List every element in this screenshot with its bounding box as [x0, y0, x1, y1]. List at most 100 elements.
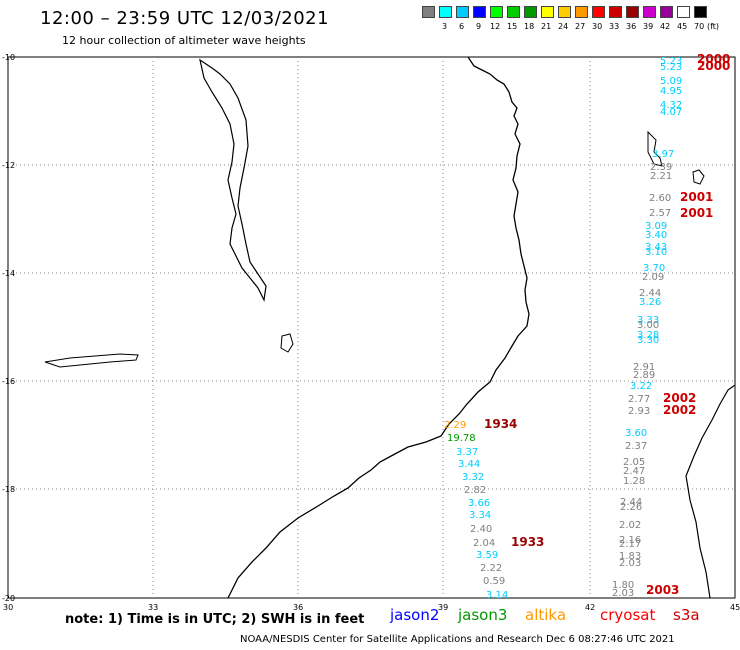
- observation-time-label: 1934: [484, 417, 517, 431]
- wave-height-label: 2.04: [473, 538, 495, 549]
- longitude-label: 30: [3, 603, 13, 612]
- wave-height-label: 3.14: [486, 590, 508, 601]
- wave-height-label: 2.39: [650, 162, 672, 173]
- legend-tick-label: 21: [541, 22, 552, 31]
- legend-tick-label: 70: [694, 22, 705, 31]
- observation-time-label: 2002: [663, 391, 696, 405]
- wave-height-label: 3.22: [630, 381, 652, 392]
- observation-time-label: 1933: [511, 535, 544, 549]
- legend-swatch: [507, 6, 520, 18]
- wave-height-label: 2.93: [628, 406, 650, 417]
- legend-tick-label: 15: [507, 22, 518, 31]
- wave-height-label: 3.30: [637, 335, 659, 346]
- observation-time-label: 2000: [697, 52, 730, 66]
- legend-tick-label: 30: [592, 22, 603, 31]
- wave-height-label: 3.28: [637, 330, 659, 341]
- madagascar-coastline: [685, 384, 736, 599]
- wave-height-label: 2.09: [642, 272, 664, 283]
- observation-time-label: 2001: [680, 190, 713, 204]
- wave-height-label: 2.22: [480, 563, 502, 574]
- legend-swatch: [592, 6, 605, 18]
- wave-height-label: 2.60: [649, 193, 671, 204]
- wave-height-label: 2.57: [649, 208, 671, 219]
- wave-height-label: 2.40: [470, 524, 492, 535]
- wave-height-label: 3.60: [625, 428, 647, 439]
- legend-tick-label: 18: [524, 22, 535, 31]
- legend-swatch: [677, 6, 690, 18]
- wave-height-label: 2.21: [650, 171, 672, 182]
- latitude-label: -18: [2, 485, 15, 494]
- legend-tick-label: 33: [609, 22, 620, 31]
- legend-tick-label: 39: [643, 22, 654, 31]
- wave-height-label: 3.33: [637, 315, 659, 326]
- legend-swatch: [694, 6, 707, 18]
- legend-tick-label: 3: [442, 22, 448, 31]
- wave-height-label: 2.29: [444, 420, 466, 431]
- island-outline: [692, 169, 705, 185]
- wave-height-label: 3.66: [468, 498, 490, 509]
- observation-time-label: 2002: [663, 403, 696, 417]
- wave-height-label: 3.26: [639, 297, 661, 308]
- wave-height-label: 3.37: [456, 447, 478, 458]
- wave-height-label: 3.40: [645, 230, 667, 241]
- latitude-label: -12: [2, 161, 15, 170]
- wave-height-label: 0.59: [483, 576, 505, 587]
- legend-swatch: [490, 6, 503, 18]
- wave-height-label: 3.00: [637, 320, 659, 331]
- wave-height-label: 1.83: [619, 551, 641, 562]
- wave-height-label: 19.78: [447, 433, 476, 444]
- legend-swatch: [422, 6, 435, 18]
- legend-tick-label: 27: [575, 22, 586, 31]
- wave-height-label: 1.80: [612, 580, 634, 591]
- observation-time-label: 2003: [646, 583, 679, 597]
- wave-height-label: 2.44: [620, 497, 642, 508]
- lake-shoreline: [280, 333, 294, 353]
- observation-time-label: 2000: [697, 59, 730, 73]
- satellite-jason2: jason2: [390, 606, 440, 624]
- legend-tick-label: 42: [660, 22, 671, 31]
- legend-tick-label: 45: [677, 22, 688, 31]
- wave-height-label: 4.32: [660, 100, 682, 111]
- wave-height-label: 3.44: [458, 459, 480, 470]
- satellite-s3a: s3a: [673, 606, 700, 624]
- legend-swatch: [660, 6, 673, 18]
- note-text: note: 1) Time is in UTC; 2) SWH is in fe…: [65, 612, 365, 627]
- legend-tick-label: 9: [476, 22, 482, 31]
- wave-height-label: 2.03: [612, 588, 634, 599]
- wave-height-label: 2.82: [464, 485, 486, 496]
- wave-height-label: 4.95: [660, 86, 682, 97]
- wave-height-label: 2.89: [633, 370, 655, 381]
- page-title: 12:00 – 23:59 UTC 12/03/2021: [40, 8, 330, 29]
- legend-swatch: [609, 6, 622, 18]
- lake-shoreline: [199, 58, 267, 302]
- wave-height-label: 2.26: [620, 502, 642, 513]
- wave-height-label: 2.03: [619, 558, 641, 569]
- wave-height-label: 5.09: [660, 76, 682, 87]
- legend-swatch: [643, 6, 656, 18]
- coastline: [227, 56, 530, 599]
- legend-tick-label: 24: [558, 22, 569, 31]
- latitude-label: -14: [2, 269, 15, 278]
- wave-height-label: 3.97: [652, 149, 674, 160]
- map-frame: [7, 56, 736, 599]
- satellite-cryosat: cryosat: [600, 606, 656, 624]
- wave-height-label: 2.05: [623, 457, 645, 468]
- legend-swatch: [558, 6, 571, 18]
- wave-height-label: 2.77: [628, 394, 650, 405]
- wave-height-label: 3.09: [645, 221, 667, 232]
- wave-height-label: 2.02: [619, 520, 641, 531]
- footer-credit: NOAA/NESDIS Center for Satellite Applica…: [240, 634, 675, 645]
- legend-unit: (ft): [707, 22, 720, 31]
- wave-height-label: 1.28: [623, 476, 645, 487]
- legend-tick-label: 36: [626, 22, 637, 31]
- legend-tick-label: 12: [490, 22, 501, 31]
- satellite-altika: altika: [525, 606, 567, 624]
- wave-height-label: 3.10: [645, 247, 667, 258]
- wave-height-label: 2.44: [639, 288, 661, 299]
- wave-height-label: 4.07: [660, 107, 682, 118]
- wave-height-label: 2.16: [619, 535, 641, 546]
- legend-swatch: [626, 6, 639, 18]
- wave-height-label: 3.34: [469, 510, 491, 521]
- legend-swatch: [439, 6, 452, 18]
